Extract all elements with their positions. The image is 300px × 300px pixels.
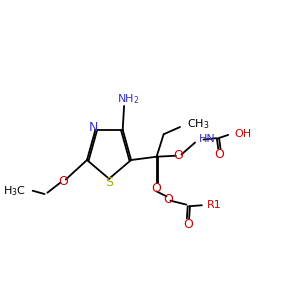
Text: O: O (58, 175, 68, 188)
Text: O: O (163, 193, 173, 206)
Text: OH: OH (235, 129, 252, 139)
Text: CH$_3$: CH$_3$ (187, 118, 210, 131)
Text: H$_3$C: H$_3$C (3, 184, 26, 198)
Text: S: S (105, 176, 113, 188)
Text: O: O (183, 218, 193, 231)
Text: O: O (174, 149, 184, 162)
Text: HN: HN (199, 134, 216, 144)
Text: NH$_2$: NH$_2$ (117, 92, 140, 106)
Text: N: N (89, 121, 98, 134)
Text: O: O (214, 148, 224, 161)
Text: R1: R1 (207, 200, 222, 210)
Text: O: O (152, 182, 161, 195)
